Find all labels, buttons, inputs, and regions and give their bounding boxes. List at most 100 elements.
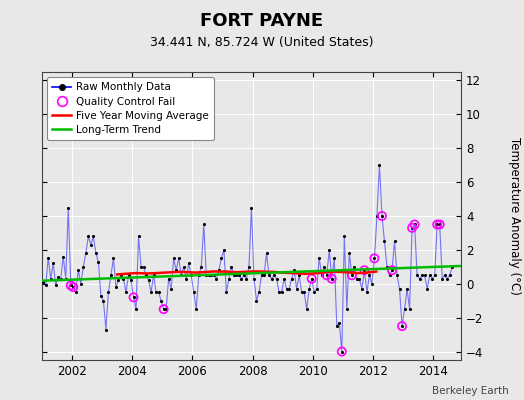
Point — [205, 272, 213, 278]
Point — [323, 272, 331, 278]
Point — [54, 274, 62, 280]
Point — [62, 276, 70, 282]
Point — [323, 272, 331, 278]
Point — [378, 213, 386, 219]
Point — [64, 204, 72, 211]
Point — [433, 221, 441, 228]
Point — [408, 225, 416, 231]
Point — [295, 272, 303, 278]
Point — [328, 276, 336, 282]
Point — [308, 276, 316, 282]
Point — [207, 272, 215, 278]
Point — [202, 272, 211, 278]
Point — [403, 286, 411, 292]
Point — [443, 276, 451, 282]
Point — [137, 264, 145, 270]
Point — [363, 289, 371, 296]
Point — [438, 276, 446, 282]
Point — [265, 272, 273, 278]
Point — [410, 221, 419, 228]
Point — [360, 267, 368, 274]
Point — [257, 272, 266, 278]
Point — [340, 233, 348, 240]
Point — [194, 272, 203, 278]
Point — [247, 204, 256, 211]
Point — [165, 276, 173, 282]
Point — [107, 272, 115, 278]
Point — [67, 282, 75, 289]
Point — [174, 255, 183, 262]
Point — [275, 289, 283, 296]
Point — [169, 255, 178, 262]
Point — [433, 221, 441, 228]
Point — [448, 264, 456, 270]
Point — [290, 267, 298, 274]
Point — [318, 272, 326, 278]
Text: 34.441 N, 85.724 W (United States): 34.441 N, 85.724 W (United States) — [150, 36, 374, 49]
Point — [373, 213, 381, 219]
Point — [355, 276, 364, 282]
Point — [222, 289, 231, 296]
Point — [177, 272, 185, 278]
Point — [298, 289, 306, 296]
Point — [337, 348, 346, 355]
Point — [122, 289, 130, 296]
Point — [423, 286, 431, 292]
Point — [124, 272, 133, 278]
Point — [395, 286, 403, 292]
Point — [378, 213, 386, 219]
Point — [435, 221, 444, 228]
Point — [215, 267, 223, 274]
Point — [77, 280, 85, 287]
Point — [129, 294, 138, 300]
Point — [310, 289, 319, 296]
Text: Temperature Anomaly (°C): Temperature Anomaly (°C) — [508, 137, 521, 295]
Point — [69, 284, 78, 290]
Point — [277, 289, 286, 296]
Point — [139, 264, 148, 270]
Point — [441, 272, 449, 278]
Point — [328, 276, 336, 282]
Point — [302, 306, 311, 312]
Point — [232, 272, 241, 278]
Point — [192, 306, 201, 312]
Point — [112, 284, 120, 290]
Point — [220, 247, 228, 253]
Point — [184, 260, 193, 267]
Point — [325, 247, 333, 253]
Point — [237, 276, 246, 282]
Point — [255, 289, 263, 296]
Point — [97, 292, 105, 299]
Point — [398, 323, 406, 329]
Point — [413, 272, 421, 278]
Point — [149, 272, 158, 278]
Point — [350, 264, 358, 270]
Point — [337, 348, 346, 355]
Point — [270, 272, 278, 278]
Point — [250, 276, 258, 282]
Point — [200, 221, 208, 228]
Point — [180, 264, 188, 270]
Point — [225, 276, 233, 282]
Point — [109, 255, 117, 262]
Point — [217, 255, 225, 262]
Point — [227, 264, 236, 270]
Point — [89, 233, 97, 240]
Point — [418, 272, 427, 278]
Point — [114, 277, 123, 284]
Point — [260, 272, 268, 278]
Text: Berkeley Earth: Berkeley Earth — [432, 386, 508, 396]
Point — [235, 272, 243, 278]
Point — [167, 286, 176, 292]
Point — [134, 233, 143, 240]
Point — [159, 306, 168, 312]
Point — [162, 306, 170, 312]
Point — [365, 272, 374, 278]
Point — [129, 294, 138, 300]
Point — [159, 306, 168, 312]
Point — [320, 264, 329, 270]
Point — [360, 267, 368, 274]
Point — [315, 255, 323, 262]
Point — [267, 276, 276, 282]
Point — [282, 286, 291, 292]
